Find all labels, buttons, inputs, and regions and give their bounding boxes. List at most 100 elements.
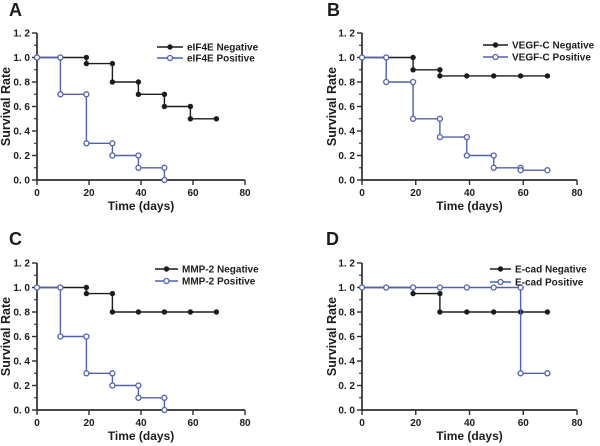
open-circle-marker bbox=[57, 333, 64, 340]
filled-circle-marker bbox=[437, 67, 443, 73]
filled-circle-marker bbox=[544, 309, 551, 315]
legend-label: E-cad Positive bbox=[515, 278, 584, 289]
filled-circle-marker bbox=[491, 73, 497, 79]
filled-circle-marker bbox=[437, 309, 443, 315]
x-tick-label: 80 bbox=[239, 418, 251, 429]
open-circle-marker bbox=[517, 167, 524, 174]
panel-letter-B: B bbox=[327, 0, 340, 20]
filled-circle-marker bbox=[161, 103, 168, 110]
series-line-eif4e-positive bbox=[37, 56, 166, 180]
y-tick-label: 0. 8 bbox=[13, 308, 30, 319]
open-circle-marker bbox=[490, 164, 497, 171]
legend-label: E-cad Negative bbox=[515, 265, 587, 276]
filled-circle-marker bbox=[491, 309, 497, 315]
open-circle-marker bbox=[57, 284, 64, 291]
filled-circle-marker bbox=[161, 91, 168, 98]
x-tick-label: 80 bbox=[571, 188, 583, 199]
x-tick-label: 0 bbox=[359, 418, 365, 429]
y-tick-label: 0. 2 bbox=[338, 381, 355, 392]
x-tick-label: 0 bbox=[359, 188, 365, 199]
filled-circle-marker bbox=[187, 309, 194, 315]
legend-label: MMP-2 Positive bbox=[182, 277, 256, 288]
open-circle-marker bbox=[161, 164, 168, 171]
legend-label: eIF4E Negative bbox=[187, 43, 259, 54]
series-line-vegf-c-positive bbox=[362, 56, 548, 171]
filled-circle-marker bbox=[83, 290, 90, 297]
legend-label: VEGF-C Positive bbox=[512, 53, 591, 64]
open-circle-marker bbox=[33, 54, 41, 61]
open-circle-marker bbox=[135, 164, 142, 171]
y-tick-label: 1. 2 bbox=[338, 29, 355, 40]
legend-label: eIF4E Positive bbox=[187, 54, 255, 65]
open-circle-marker bbox=[161, 394, 168, 401]
open-circle-marker bbox=[135, 382, 142, 389]
y-tick-label: 0. 0 bbox=[13, 176, 30, 187]
x-tick-label: 60 bbox=[518, 418, 530, 429]
y-tick-label: 1. 2 bbox=[338, 259, 355, 270]
open-circle-marker bbox=[109, 370, 116, 377]
filled-circle-marker bbox=[464, 309, 470, 315]
y-tick-label: 0. 0 bbox=[338, 406, 355, 417]
filled-circle-marker bbox=[410, 67, 416, 73]
panel-letter-C: C bbox=[9, 229, 22, 249]
filled-circle-marker bbox=[213, 309, 220, 315]
y-tick-label: 0. 8 bbox=[13, 78, 30, 89]
x-tick-label: 20 bbox=[83, 188, 95, 199]
open-circle-marker bbox=[383, 54, 390, 61]
open-circle-marker bbox=[161, 176, 168, 184]
panel-B-chart: B 0. 0 0. 2 0. 4 0. 6 0. 8 1. 0 1. 2 0 20 40 60 80 Ti… bbox=[325, 0, 595, 213]
filled-circle-marker bbox=[437, 73, 443, 79]
x-tick-label: 40 bbox=[464, 418, 476, 429]
panel-D-chart: D 0. 0 0. 2 0. 4 0. 6 0. 8 1. 0 1. 2 0 20 40 60 80 Ti… bbox=[325, 229, 587, 443]
y-tick-label: 0. 6 bbox=[13, 332, 30, 343]
x-tick-label: 40 bbox=[135, 188, 147, 199]
open-circle-marker bbox=[383, 78, 390, 86]
filled-circle-marker bbox=[410, 54, 416, 61]
y-tick-label: 0. 0 bbox=[13, 406, 30, 417]
filled-circle-marker bbox=[187, 116, 194, 122]
legend-filled-circle-marker bbox=[497, 266, 504, 272]
open-circle-marker bbox=[83, 333, 90, 340]
y-tick-label: 1. 0 bbox=[13, 53, 30, 64]
open-circle-marker bbox=[544, 370, 551, 377]
open-circle-marker bbox=[57, 91, 64, 98]
panel-A-chart: A 0. 0 0. 2 0. 4 0. 6 0. 8 1. 0 1. 2 0 20 40 60 80 Ti… bbox=[0, 0, 259, 213]
legend-label: MMP-2 Negative bbox=[182, 265, 259, 276]
filled-circle-marker bbox=[213, 116, 220, 122]
filled-circle-marker bbox=[135, 79, 142, 85]
series-line-mmp-2-positive bbox=[37, 286, 166, 410]
y-tick-label: 0. 8 bbox=[338, 78, 355, 89]
open-circle-marker bbox=[436, 284, 444, 291]
x-tick-label: 20 bbox=[410, 418, 422, 429]
y-axis-title: Survival Rate bbox=[0, 67, 13, 146]
open-circle-marker bbox=[517, 284, 524, 291]
x-tick-label: 60 bbox=[187, 188, 199, 199]
y-tick-label: 1. 2 bbox=[13, 259, 30, 270]
open-circle-marker bbox=[358, 284, 366, 291]
open-circle-marker bbox=[83, 91, 90, 98]
open-circle-marker bbox=[490, 284, 497, 291]
open-circle-marker bbox=[517, 370, 524, 377]
y-tick-label: 0. 8 bbox=[338, 308, 355, 319]
x-tick-label: 60 bbox=[518, 188, 530, 199]
x-axis-title: Time (days) bbox=[436, 429, 502, 443]
filled-circle-marker bbox=[544, 73, 551, 79]
x-tick-label: 80 bbox=[571, 418, 583, 429]
filled-circle-marker bbox=[109, 309, 116, 315]
y-axis-title: Survival Rate bbox=[0, 297, 13, 376]
legend-label: VEGF-C Negative bbox=[512, 41, 595, 52]
open-circle-marker bbox=[436, 115, 444, 122]
series-line-e-cad-negative bbox=[362, 286, 548, 313]
y-tick-label: 1. 0 bbox=[338, 53, 355, 64]
panel-letter-D: D bbox=[326, 229, 339, 249]
x-tick-label: 0 bbox=[34, 418, 40, 429]
open-circle-marker bbox=[57, 54, 64, 61]
open-circle-marker bbox=[463, 284, 470, 291]
open-circle-marker bbox=[409, 115, 417, 122]
legend-open-circle-marker bbox=[163, 277, 170, 285]
open-circle-marker bbox=[83, 140, 90, 147]
x-axis-title: Time (days) bbox=[108, 429, 174, 443]
filled-circle-marker bbox=[109, 290, 116, 297]
y-tick-label: 1. 0 bbox=[13, 283, 30, 294]
legend-filled-circle-marker bbox=[492, 42, 499, 48]
